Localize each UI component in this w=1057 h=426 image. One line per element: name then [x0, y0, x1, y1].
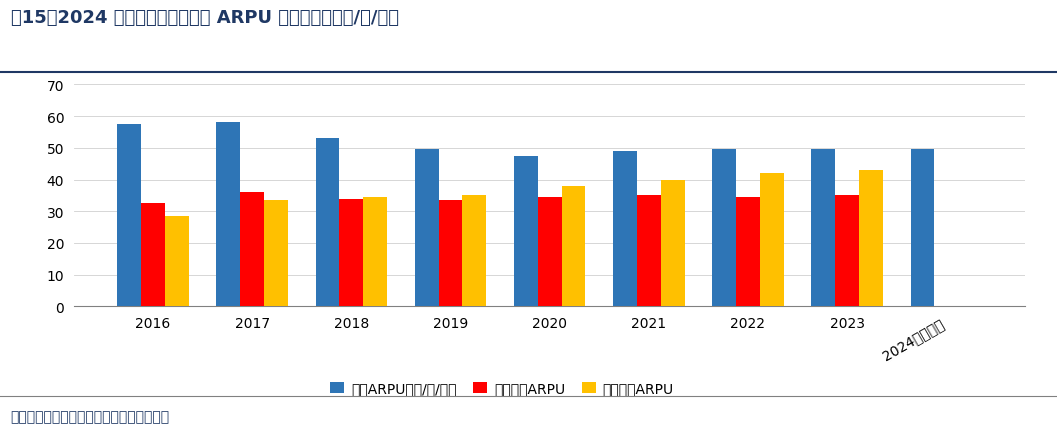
Bar: [812, 150, 835, 307]
Bar: [613, 152, 637, 307]
Bar: [859, 171, 883, 307]
Bar: [117, 125, 141, 307]
Bar: [316, 139, 339, 307]
Bar: [364, 198, 387, 307]
Bar: [217, 123, 240, 307]
Bar: [462, 196, 486, 307]
Bar: [339, 199, 364, 307]
Bar: [911, 150, 934, 307]
Bar: [736, 198, 760, 307]
Bar: [712, 150, 736, 307]
Bar: [240, 193, 264, 307]
Bar: [661, 180, 685, 307]
Bar: [760, 174, 783, 307]
Bar: [835, 196, 859, 307]
Bar: [141, 204, 165, 307]
Bar: [637, 196, 661, 307]
Text: 数据来源：中国移动公告、开源证券研究所: 数据来源：中国移动公告、开源证券研究所: [11, 409, 170, 423]
Bar: [561, 187, 586, 307]
Bar: [264, 201, 288, 307]
Bar: [538, 198, 561, 307]
Bar: [439, 201, 462, 307]
Bar: [165, 216, 188, 307]
Legend: 移动ARPU（元/户/月）, 固网宽带ARPU, 家庭宽带ARPU: 移动ARPU（元/户/月）, 固网宽带ARPU, 家庭宽带ARPU: [324, 376, 680, 401]
Bar: [414, 150, 439, 307]
Bar: [514, 156, 538, 307]
Text: 图15：2024 年前三季度中国移动 ARPU 值保持稳定（元/户/月）: 图15：2024 年前三季度中国移动 ARPU 值保持稳定（元/户/月）: [11, 9, 398, 26]
